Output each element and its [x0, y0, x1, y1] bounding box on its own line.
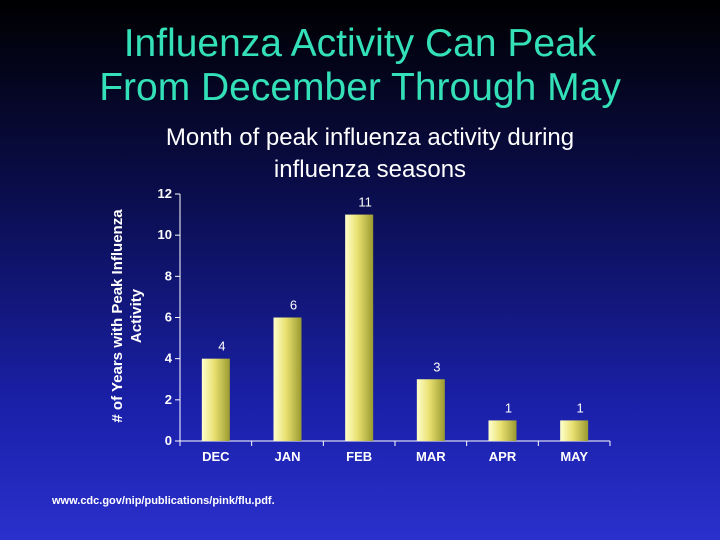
x-tick-label: JAN: [274, 449, 300, 464]
chart-title-line1: Month of peak influenza activity during: [165, 124, 575, 151]
y-tick-label: 12: [158, 186, 172, 201]
data-label: 11: [358, 195, 372, 210]
source-citation: www.cdc.gov/nip/publications/pink/flu.pd…: [52, 495, 275, 507]
data-label: 4: [218, 339, 225, 354]
slide-title-line1: Influenza Activity Can Peak: [123, 22, 597, 65]
x-tick-label: FEB: [346, 449, 372, 464]
bar-may: [560, 420, 589, 441]
bar-feb: [345, 214, 374, 441]
y-tick-label: 8: [165, 268, 172, 283]
data-label: 1: [505, 400, 512, 415]
y-tick-label: 2: [165, 392, 172, 407]
bar-jan: [273, 317, 302, 441]
x-tick-label: APR: [489, 449, 517, 464]
chart-title: Month of peak influenza activity during …: [100, 122, 640, 186]
slide-title-line2: From December Through May: [99, 66, 621, 109]
y-tick-label: 4: [165, 351, 173, 366]
data-label: 6: [290, 298, 297, 313]
bar-apr: [488, 420, 517, 441]
x-tick-label: DEC: [202, 449, 230, 464]
bar-mar: [416, 379, 445, 441]
x-tick-label: MAR: [416, 449, 446, 464]
x-tick-label: MAY: [560, 449, 588, 464]
chart-title-line2: influenza seasons: [273, 156, 467, 183]
y-tick-label: 10: [158, 227, 172, 242]
data-label: 1: [577, 400, 584, 415]
data-label: 3: [433, 359, 440, 374]
slide-title: Influenza Activity Can Peak From Decembe…: [0, 22, 720, 110]
y-tick-label: 0: [165, 433, 172, 448]
bar-dec: [201, 358, 230, 441]
y-tick-label: 6: [165, 310, 172, 325]
